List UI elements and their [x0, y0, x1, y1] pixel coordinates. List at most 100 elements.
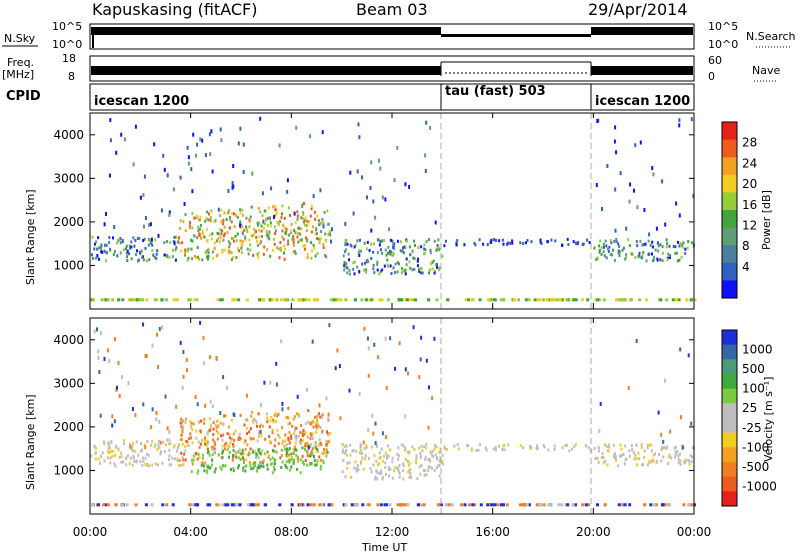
ground-scatter-cell: [663, 503, 667, 507]
scatter-cell: [189, 221, 191, 225]
scatter-cell: [219, 228, 222, 232]
scatter-cell: [211, 232, 214, 236]
ground-scatter-cell: [427, 298, 431, 302]
noise-cell: [166, 173, 169, 178]
noise-cell: [358, 135, 361, 140]
scatter-cell: [257, 206, 260, 210]
noise-cell: [374, 421, 377, 426]
noise-cell: [159, 440, 162, 445]
scatter-cell: [665, 245, 668, 249]
scatter-cell: [686, 246, 689, 250]
scatter-cell: [387, 245, 390, 249]
noise-cell: [384, 197, 387, 202]
ground-scatter-cell: [130, 298, 134, 302]
noise-cell: [293, 211, 296, 216]
scatter-cell: [618, 244, 621, 248]
scatter-cell: [305, 229, 308, 233]
ground-scatter-cell: [397, 298, 401, 302]
scatter-cell: [282, 223, 285, 227]
scatter-cell: [429, 450, 432, 454]
scatter-cell: [352, 449, 355, 452]
noise-cell: [385, 385, 388, 390]
cpid-mode-1: icescan 1200: [94, 94, 189, 109]
noise-cell: [424, 169, 427, 173]
ground-scatter-cell: [565, 298, 569, 302]
scatter-cell: [342, 264, 345, 268]
scatter-cell: [608, 245, 611, 249]
ground-scatter-cell: [91, 298, 95, 302]
scatter-cell: [282, 237, 285, 241]
noise-cell: [239, 223, 242, 228]
scatter-cell: [349, 243, 352, 247]
noise-cell: [281, 401, 284, 406]
scatter-cell: [310, 204, 313, 208]
ground-scatter-cell: [385, 503, 388, 507]
scatter-cell: [272, 237, 275, 241]
ground-scatter-cell: [404, 298, 408, 302]
scatter-cell: [184, 251, 187, 255]
scatter-cell: [363, 241, 366, 245]
scatter-cell: [191, 458, 194, 462]
scatter-cell: [211, 445, 213, 449]
scatter-cell: [322, 459, 324, 463]
scatter-cell: [256, 221, 259, 225]
ground-scatter-cell: [280, 298, 283, 302]
scatter-cell: [191, 460, 194, 464]
scatter-cell: [356, 239, 359, 243]
scatter-cell: [223, 232, 226, 236]
scatter-cell: [365, 260, 368, 264]
scatter-cell: [224, 464, 227, 468]
scatter-cell: [233, 212, 235, 216]
scatter-cell: [195, 436, 198, 440]
scatter-cell: [141, 456, 144, 460]
scatter-cell: [280, 216, 283, 220]
scatter-cell: [244, 448, 247, 451]
scatter-cell: [193, 216, 196, 220]
scatter-cell: [263, 245, 266, 249]
scatter-cell: [606, 463, 609, 467]
scatter-cell: [207, 251, 210, 255]
scatter-cell: [429, 459, 432, 463]
noise-cell: [606, 164, 609, 168]
noise-cell: [678, 123, 681, 128]
scatter-cell: [188, 224, 191, 228]
scatter-cell: [317, 219, 320, 223]
scatter-cell: [312, 243, 315, 247]
scatter-cell: [217, 431, 220, 435]
scatter-cell: [279, 219, 282, 223]
scatter-cell: [147, 243, 150, 247]
scatter-cell: [120, 451, 123, 455]
noise-cell: [338, 364, 341, 368]
scatter-cell: [376, 260, 379, 264]
scatter-cell: [276, 414, 279, 418]
scatter-cell: [206, 432, 209, 436]
scatter-cell: [197, 452, 200, 456]
ground-scatter-cell: [566, 503, 570, 507]
noise-cell: [157, 233, 160, 238]
scatter-cell: [349, 453, 352, 457]
scatter-cell: [151, 248, 154, 252]
ground-scatter-cell: [665, 298, 669, 302]
scatter-cell: [250, 467, 253, 471]
power-colorbar-swatch: [722, 174, 737, 193]
scatter-cell: [667, 462, 670, 465]
scatter-cell: [672, 245, 675, 248]
ground-scatter-cell: [226, 503, 230, 507]
scatter-cell: [344, 265, 347, 269]
scatter-cell: [665, 447, 668, 451]
noise-cell: [613, 139, 616, 144]
scatter-cell: [351, 449, 354, 453]
ground-scatter-cell: [256, 503, 260, 507]
ground-scatter-cell: [603, 503, 607, 507]
x-tick-label: 00:00: [73, 525, 108, 539]
scatter-cell: [205, 217, 208, 221]
scatter-cell: [199, 442, 202, 446]
scatter-cell: [311, 453, 314, 456]
scatter-cell: [280, 454, 283, 457]
scatter-cell: [178, 236, 181, 240]
scatter-cell: [322, 221, 325, 225]
scatter-cell: [190, 425, 193, 429]
ground-scatter-cell: [121, 298, 125, 302]
noise-cell: [336, 348, 339, 353]
